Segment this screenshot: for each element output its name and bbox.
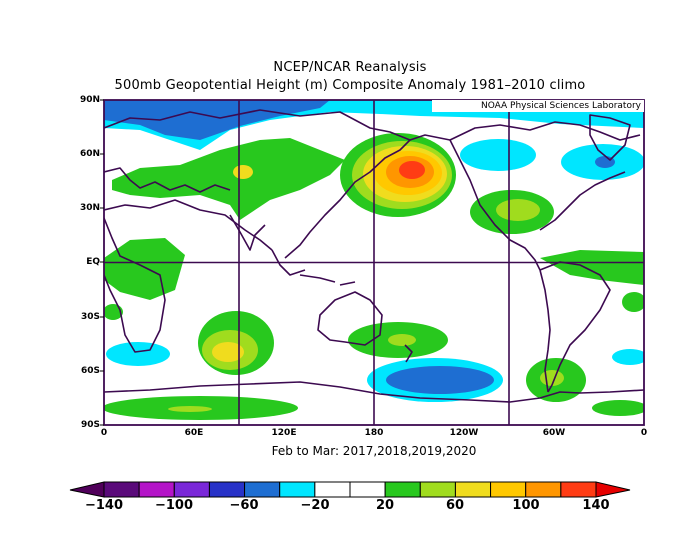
lat-label: 60N bbox=[79, 149, 100, 159]
axis-ticks bbox=[100, 99, 104, 426]
map-title: NCEP/NCAR Reanalysis bbox=[273, 60, 427, 75]
colorbar-cell bbox=[173, 481, 210, 498]
colorbar-label: 60 bbox=[445, 498, 465, 513]
lat-label: EQ bbox=[86, 257, 100, 267]
colorbar-cell bbox=[490, 481, 527, 498]
lat-label: 30S bbox=[80, 312, 100, 322]
colorbar-over-arrow bbox=[595, 481, 631, 498]
colorbar-cell bbox=[208, 481, 246, 498]
lat-label: 60S bbox=[80, 366, 100, 376]
colorbar-cell bbox=[384, 481, 421, 498]
colorbar-label: −20 bbox=[300, 498, 330, 513]
colorbar-label: −60 bbox=[229, 498, 259, 513]
lon-label: 60E bbox=[184, 428, 204, 438]
coastlines bbox=[104, 109, 644, 403]
colorbar-label: 100 bbox=[512, 498, 540, 513]
lon-label: 0 bbox=[100, 428, 108, 438]
colorbar-label: −100 bbox=[154, 498, 194, 513]
lon-label: 120E bbox=[271, 428, 297, 438]
colorbar-cell bbox=[454, 481, 492, 498]
south-indian-positive-3 bbox=[212, 342, 244, 362]
lon-label: 60W bbox=[542, 428, 566, 438]
tropical-positive-1 bbox=[104, 238, 185, 300]
colorbar-cell bbox=[103, 481, 140, 498]
sa-positive bbox=[622, 292, 644, 312]
colorbar-label: −140 bbox=[84, 498, 124, 513]
south-pacific-negative-core bbox=[386, 366, 494, 394]
colorbar-cells bbox=[103, 481, 597, 498]
colorbar-cell bbox=[560, 481, 597, 498]
credit-label: NOAA Physical Sciences Laboratory bbox=[432, 100, 644, 112]
colorbar-cell bbox=[314, 481, 351, 498]
colorbar-cell bbox=[138, 481, 175, 498]
colorbar-cell bbox=[349, 481, 386, 498]
lon-label: 0 bbox=[640, 428, 648, 438]
lon-label: 180 bbox=[364, 428, 384, 438]
period-label: Feb to Mar: 2017,2018,2019,2020 bbox=[271, 444, 477, 458]
colorbar-cell bbox=[279, 481, 316, 498]
lon-label: 120W bbox=[449, 428, 479, 438]
lat-label: 30N bbox=[79, 203, 100, 213]
tropical-positive-2 bbox=[540, 250, 644, 285]
lat-label: 90N bbox=[79, 95, 100, 105]
antarctic-positive-2 bbox=[592, 400, 644, 416]
arctic-strong-negative bbox=[104, 100, 330, 140]
colorbar-label: 20 bbox=[375, 498, 395, 513]
colorbar-cell bbox=[525, 481, 562, 498]
south-pacific-positive-core bbox=[388, 334, 416, 346]
canada-negative bbox=[460, 139, 536, 171]
pacific-positive-6 bbox=[399, 161, 425, 179]
lat-label: 90S bbox=[80, 420, 100, 430]
antarctic-positive-core bbox=[168, 406, 212, 412]
colorbar-under-arrow bbox=[69, 481, 105, 498]
far-east-negative bbox=[612, 349, 644, 365]
na-positive-core bbox=[496, 199, 540, 221]
colorbar-cell bbox=[419, 481, 456, 498]
eurasia-positive bbox=[112, 138, 345, 220]
grid-lines bbox=[104, 100, 644, 425]
eurasia-positive-core bbox=[233, 165, 253, 179]
colorbar-cell bbox=[244, 481, 281, 498]
colorbar-label: 140 bbox=[582, 498, 610, 513]
south-atlantic-negative bbox=[106, 342, 170, 366]
map-subtitle: 500mb Geopotential Height (m) Composite … bbox=[114, 78, 586, 93]
